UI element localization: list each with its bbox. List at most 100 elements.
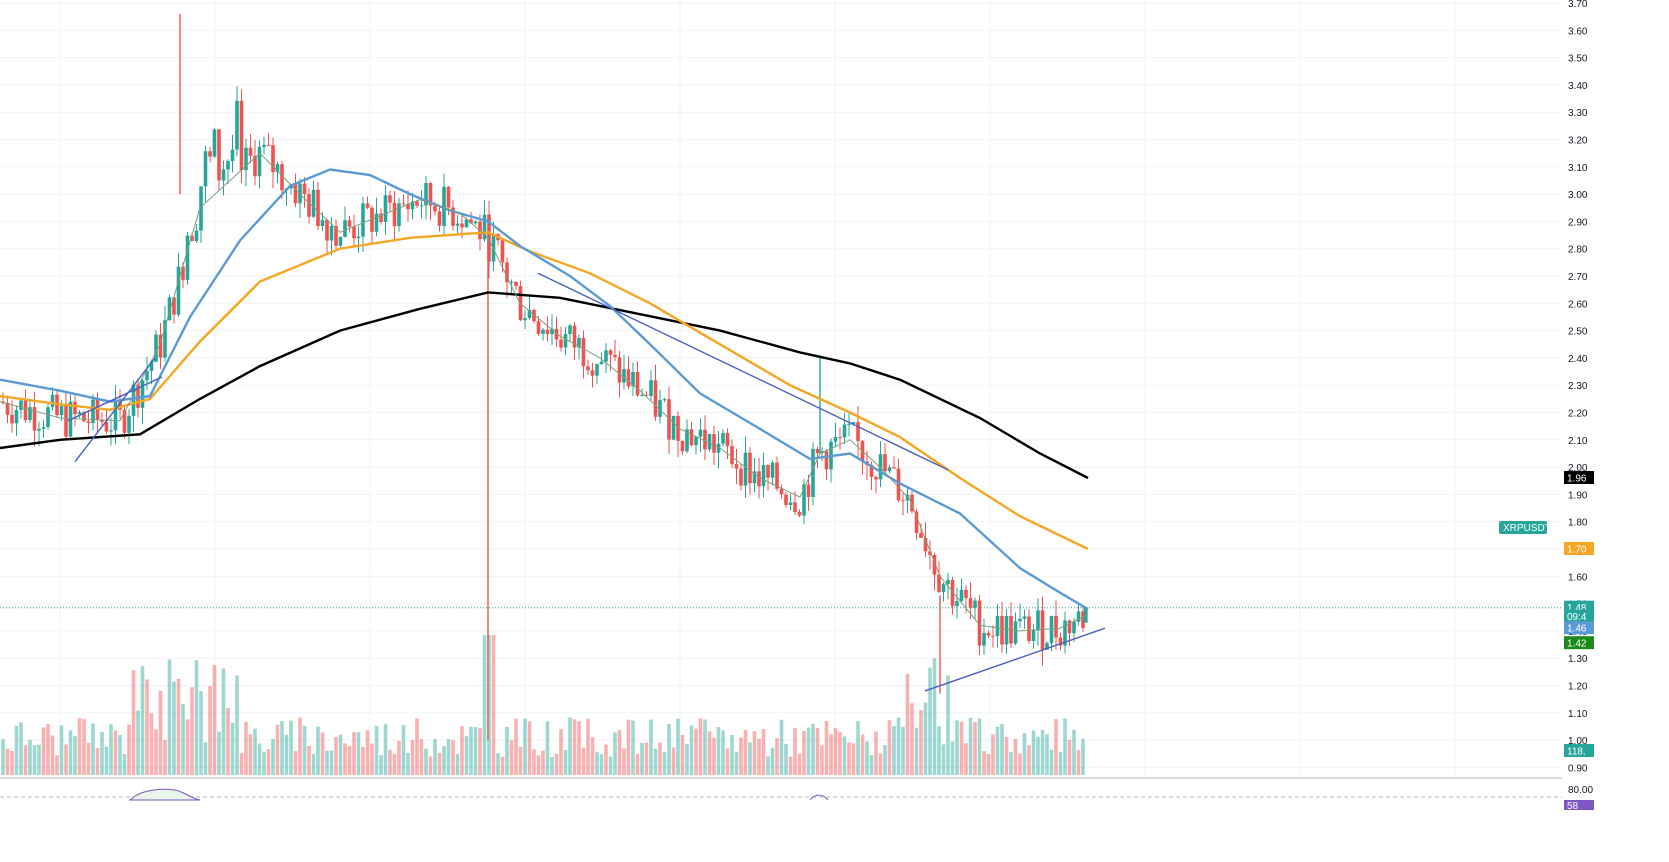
candle [725,433,730,447]
volume-bar [824,721,829,775]
volume-bar [919,710,923,775]
candle [806,484,811,497]
volume-bar [1072,729,1076,775]
candle [428,183,433,206]
price-badge [1564,471,1594,485]
candle [113,400,118,431]
volume-bar [815,727,820,775]
volume-bar [968,717,973,775]
price-tick-label: 1.10 [1568,709,1588,720]
candle [959,589,964,601]
volume-bar [991,734,995,775]
volume-bar [743,729,748,775]
symbol-badge: XRPUSDT [1499,521,1551,534]
volume-bar [424,748,428,775]
volume-bar [739,737,743,775]
trendlines[interactable] [67,272,1106,692]
price-badge [1564,621,1594,635]
volume-bar [131,670,136,775]
volume-bar [208,685,212,775]
candle [212,129,217,157]
candle [302,183,307,195]
candle [815,448,820,454]
volume-bar [676,718,680,775]
volume-bar [271,738,275,775]
candle [946,579,950,585]
volume-bar [10,750,14,775]
candle [892,467,896,469]
candle [77,412,82,415]
candle [1040,610,1045,650]
candle [761,465,766,487]
volume-bar [707,731,712,775]
price-axis[interactable]: 3.70 3.60 3.50 3.40 3.30 3.20 3.10 3.00 2.90 2.80… [1562,0,1669,775]
volume-bar [356,732,361,775]
candle [595,364,599,376]
volume-bar [689,725,694,775]
candle [149,361,154,372]
price-tick-label: 2.50 [1568,327,1588,338]
volume-bar [50,735,55,775]
candle [37,428,41,431]
candle [536,321,541,334]
volume-bar [343,743,347,775]
candle [473,221,478,224]
candle [82,412,86,422]
volume-bar [23,745,28,775]
candle [1022,616,1027,619]
candle [928,551,932,556]
volume-bar [109,724,113,775]
volume-bar [874,731,878,775]
volume-bar [91,723,95,775]
candle [734,463,739,469]
candle [748,452,752,484]
volume-bar [1004,737,1009,775]
candle [932,555,937,575]
volume-bar [46,724,50,775]
volume-bar [239,753,244,775]
candle [487,214,491,262]
candle [1004,616,1009,645]
volume-bar [311,753,316,775]
candle [712,434,716,453]
volume-bar [212,664,217,775]
candle [203,151,208,187]
volume-bar [748,742,752,775]
candle [482,214,487,240]
candle [257,146,262,177]
volume-bar [334,736,338,775]
volume-bar [86,742,91,775]
price-tick-label: 2.70 [1568,272,1588,283]
volume-bar [104,746,109,775]
volume-bar [797,753,802,775]
candle [1058,637,1063,646]
candle [550,328,554,335]
price-tick-label: 3.70 [1568,0,1588,10]
candle [568,325,572,335]
volume-bar [982,751,986,775]
svg-text:XRPUSDT: XRPUSDT [1503,523,1551,534]
price-tick-label: 2.80 [1568,245,1588,256]
volume-bar [163,740,167,775]
candle [311,189,316,217]
candle [581,338,586,367]
volume-bar [127,724,131,775]
volume-bar [959,721,964,775]
volume-bar [451,739,455,775]
candle [941,584,946,592]
volume-bar [37,744,41,775]
candle [919,533,923,538]
candle [698,429,703,437]
volume-bar [194,660,199,775]
candle [694,436,698,446]
candle [847,423,851,425]
candle [86,421,91,424]
candle [1063,620,1067,646]
volume-bar [658,742,662,775]
volume-bar [536,755,541,775]
volume-bar [770,747,775,775]
price-tick-label: 2.30 [1568,381,1588,392]
volume-bar [820,745,824,775]
price-tick-label: 2.10 [1568,436,1588,447]
